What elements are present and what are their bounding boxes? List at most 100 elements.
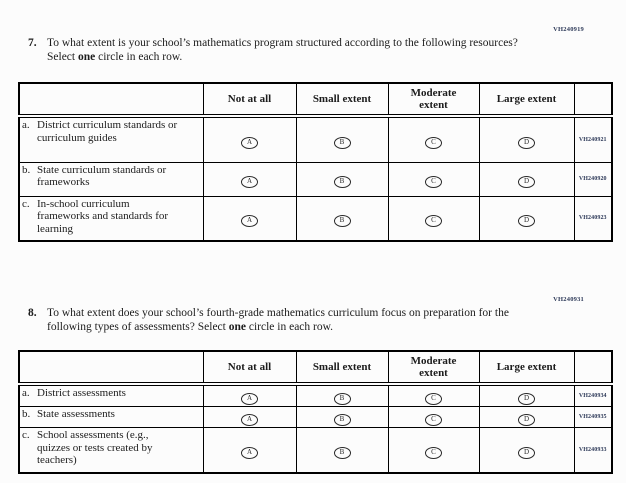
answer-cell: B <box>295 161 389 197</box>
answer-bubble-a[interactable]: A <box>241 136 258 149</box>
question8-number: 8. <box>28 307 37 319</box>
answer-bubble-d[interactable]: D <box>518 393 535 405</box>
answer-cell: D <box>478 427 575 473</box>
row-label-cell: b. State assessments <box>18 406 204 428</box>
answer-cell: A <box>202 427 297 473</box>
question7-text-before: To what extent is your school’s mathemat… <box>47 37 518 63</box>
row-label: District curriculum standards or curricu… <box>37 119 178 144</box>
answer-cell: D <box>478 115 575 163</box>
answer-cell: D <box>478 406 575 428</box>
answer-cell: A <box>202 195 297 242</box>
row-label: District assessments <box>37 387 126 399</box>
code-column-header <box>573 82 613 118</box>
question7-text-after: circle in each row. <box>95 50 183 63</box>
corner-cell <box>18 350 204 386</box>
answer-bubble-b[interactable]: B <box>333 393 351 405</box>
question7-bold-word: one <box>77 50 96 63</box>
column-header-moderate-extent: Moderate extent <box>387 350 480 386</box>
answer-cell: C <box>387 195 480 242</box>
row-label-cell: c. School assessments (e.g., quizzes or … <box>18 427 204 473</box>
question8-header-row: Not at all Small extent Moderate extent … <box>18 350 613 386</box>
answer-bubble-b[interactable]: B <box>333 414 351 426</box>
answer-cell: A <box>202 383 297 407</box>
answer-bubble-c[interactable]: C <box>425 446 442 459</box>
row-vh-code: VH240921 <box>573 115 613 163</box>
table-row: b. State assessments A B C D VH240935 <box>18 406 613 428</box>
column-header-large-extent: Large extent <box>478 350 575 386</box>
answer-bubble-c[interactable]: C <box>425 215 442 228</box>
column-header-not-at-all: Not at all <box>202 350 297 386</box>
answer-bubble-d[interactable]: D <box>518 414 535 426</box>
answer-cell: D <box>478 195 575 242</box>
row-vh-code: VH240934 <box>573 383 613 407</box>
answer-cell: B <box>295 115 389 163</box>
row-letter: a. <box>22 119 30 131</box>
question8-vh-code: VH240931 <box>553 296 584 303</box>
answer-bubble-b[interactable]: B <box>333 176 351 188</box>
row-label: State assessments <box>37 408 115 420</box>
question7-text: To what extent is your school’s mathemat… <box>47 37 525 64</box>
answer-bubble-a[interactable]: A <box>241 215 258 228</box>
answer-bubble-c[interactable]: C <box>425 136 442 149</box>
question7-number: 7. <box>28 37 37 49</box>
answer-bubble-b[interactable]: B <box>333 446 351 459</box>
answer-bubble-b[interactable]: B <box>333 136 351 149</box>
answer-bubble-c[interactable]: C <box>425 393 442 405</box>
row-label: School assessments (e.g., quizzes or tes… <box>37 429 153 466</box>
answer-cell: D <box>478 383 575 407</box>
row-label: In-school curriculum frameworks and stan… <box>37 197 169 235</box>
row-vh-code: VH240923 <box>573 195 613 242</box>
answer-bubble-a[interactable]: A <box>241 176 258 188</box>
answer-cell: B <box>295 427 389 473</box>
table-row: c. In-school curriculum frameworks and s… <box>18 195 613 242</box>
row-vh-code: VH240920 <box>573 161 613 197</box>
answer-cell: C <box>387 383 480 407</box>
row-letter: b. <box>22 408 31 420</box>
question8-text: To what extent does your school’s fourth… <box>47 307 525 334</box>
row-label: State curriculum standards or frameworks <box>37 163 167 189</box>
answer-bubble-c[interactable]: C <box>425 414 442 426</box>
column-header-small-extent: Small extent <box>295 82 389 118</box>
answer-bubble-b[interactable]: B <box>333 215 351 228</box>
row-label-cell: a. District assessments <box>18 383 204 407</box>
corner-cell <box>18 82 204 118</box>
code-column-header <box>573 350 613 386</box>
row-label-cell: a. District curriculum standards or curr… <box>18 115 204 163</box>
question8-text-after: circle in each row. <box>245 320 334 333</box>
answer-cell: C <box>387 427 480 473</box>
answer-cell: C <box>387 161 480 197</box>
question8: 8. To what extent does your school’s fou… <box>28 307 525 334</box>
answer-bubble-a[interactable]: A <box>241 393 258 405</box>
answer-cell: D <box>478 161 575 197</box>
row-label-cell: c. In-school curriculum frameworks and s… <box>18 195 204 242</box>
row-letter: c. <box>22 197 30 210</box>
row-label-cell: b. State curriculum standards or framewo… <box>18 161 204 197</box>
question7: 7. To what extent is your school’s mathe… <box>28 37 525 64</box>
row-vh-code: VH240933 <box>573 427 613 473</box>
answer-bubble-a[interactable]: A <box>241 414 258 426</box>
row-letter: c. <box>22 429 30 441</box>
question8-table: Not at all Small extent Moderate extent … <box>18 350 613 474</box>
table-row: c. School assessments (e.g., quizzes or … <box>18 427 613 473</box>
question7-table: Not at all Small extent Moderate extent … <box>18 82 613 242</box>
answer-bubble-d[interactable]: D <box>518 136 535 149</box>
question7-header-row: Not at all Small extent Moderate extent … <box>18 82 613 118</box>
answer-bubble-a[interactable]: A <box>241 446 258 459</box>
row-vh-code: VH240935 <box>573 406 613 428</box>
answer-cell: B <box>295 406 389 428</box>
answer-cell: B <box>295 195 389 242</box>
answer-bubble-c[interactable]: C <box>425 176 442 188</box>
row-letter: a. <box>22 387 30 399</box>
answer-cell: A <box>202 161 297 197</box>
question8-bold-word: one <box>228 320 246 333</box>
column-header-large-extent: Large extent <box>478 82 575 118</box>
answer-bubble-d[interactable]: D <box>518 446 535 459</box>
answer-cell: C <box>387 115 480 163</box>
answer-bubble-d[interactable]: D <box>518 215 535 228</box>
table-row: b. State curriculum standards or framewo… <box>18 161 613 197</box>
answer-bubble-d[interactable]: D <box>518 176 535 188</box>
column-header-small-extent: Small extent <box>295 350 389 386</box>
question8-text-before: To what extent does your school’s fourth… <box>47 307 509 333</box>
column-header-moderate-extent: Moderate extent <box>387 82 480 118</box>
